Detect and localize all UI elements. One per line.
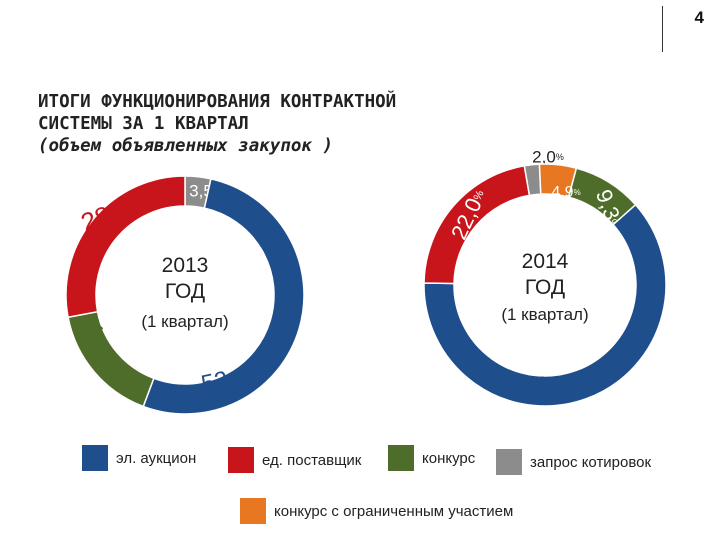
donut-2-slice-2 [423, 203, 667, 407]
legend-item-5: конкурс с ограниченным участием [240, 498, 513, 524]
legend-swatch [388, 445, 414, 471]
title-line-2: СИСТЕМЫ ЗА 1 КВАРТАЛ [38, 114, 249, 134]
legend-swatch [228, 447, 254, 473]
legend-label: эл. аукцион [116, 449, 197, 467]
title-line-1: ИТОГИ ФУНКЦИОНИРОВАНИЯ КОНТРАКТНОЙ [38, 92, 397, 112]
donut-1-slice-4 [65, 175, 186, 319]
legend-item-3: конкурс [388, 445, 475, 471]
donut-2-title: 2014 ГОД [522, 250, 569, 299]
donut-1-subtitle: (1 квартал) [141, 312, 228, 331]
donut-1-slice-2 [142, 177, 305, 415]
donut-1-title: 2013 ГОД [162, 254, 209, 303]
donut-2-subtitle: (1 квартал) [501, 305, 588, 324]
title-line-3: (объем объявленных закупок ) [38, 136, 334, 156]
donut-2-slice-2-label: 61,8% [536, 373, 584, 395]
legend-label: запрос котировок [530, 453, 652, 471]
donut-2-slice-5 [538, 163, 578, 199]
slide-title: ИТОГИ ФУНКЦИОНИРОВАНИЯ КОНТРАКТНОЙ СИСТЕ… [38, 91, 396, 157]
legend-label: конкурс [422, 449, 476, 467]
page-number: 4 [694, 8, 704, 27]
legend-label: ед. поставщик [262, 451, 362, 469]
donut-2-slice-4-label: 2,0% [532, 147, 564, 166]
header-divider [662, 6, 663, 52]
legend-swatch [82, 445, 108, 471]
legend-label: конкурс с ограниченным участием [274, 502, 514, 520]
legend-item-4: запрос котировок [496, 449, 651, 475]
donut-2-slice-5-label: 4,9% [551, 184, 580, 201]
legend-swatch [240, 498, 266, 524]
legend-swatch [496, 449, 522, 475]
legend-item-1: эл. аукцион [82, 445, 196, 471]
legend-item-2: ед. поставщик [228, 447, 361, 473]
